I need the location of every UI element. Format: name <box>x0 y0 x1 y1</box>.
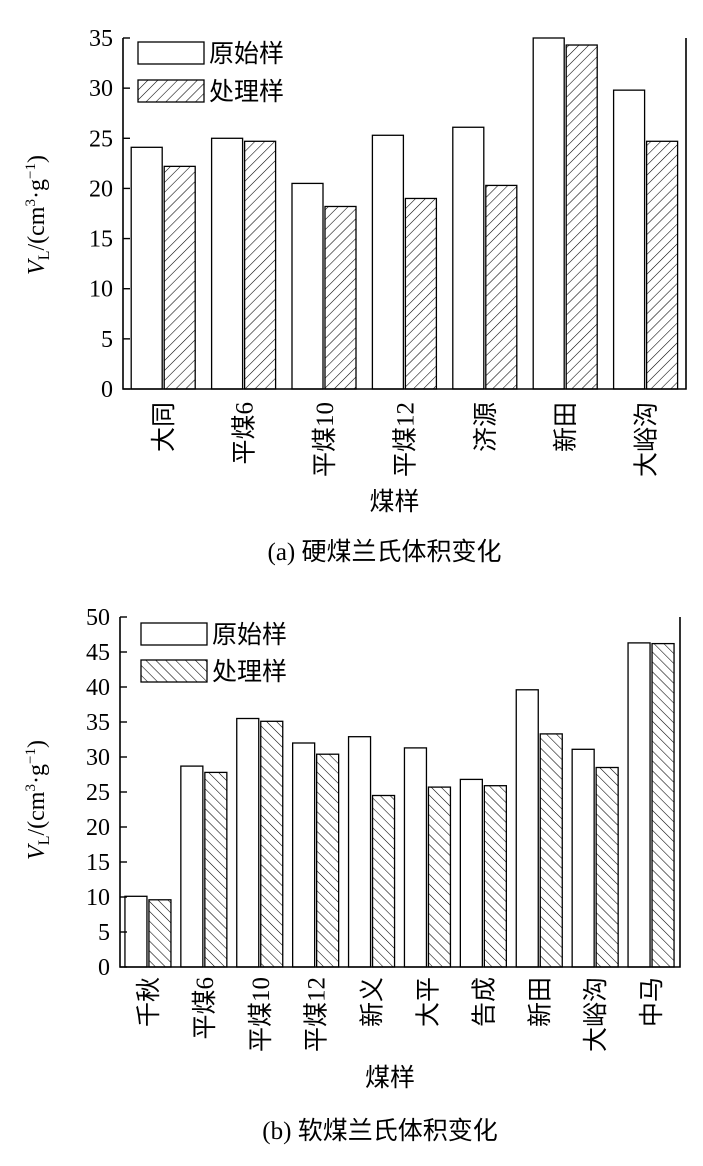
chart-b-bar-treated <box>427 786 452 968</box>
chart-a-bar-original <box>210 137 244 390</box>
chart-b-y-tick-label: 30 <box>86 745 110 771</box>
chart-a-y-axis-label: VL/(cm3·g−1) <box>23 155 53 275</box>
chart-a-y-tick-label: 30 <box>89 76 113 102</box>
chart-a-bar-original <box>452 126 485 390</box>
chart-b-x-tick-labels: 千秋 平煤6 平煤10 平煤12 新义 大平 告成 新田 大峪沟 中马 <box>135 977 666 1052</box>
chart-a-bar-treated <box>485 184 518 390</box>
chart-b-bar-original <box>403 747 428 968</box>
chart-a-bar-original <box>612 89 646 390</box>
chart-a-legend-swatch-treated <box>137 79 205 103</box>
chart-a-bar-original <box>130 146 163 390</box>
chart-b-bar-original <box>180 765 204 968</box>
chart-b-y-tick-label: 20 <box>86 815 110 841</box>
chart-b-x-tick-label: 大平 <box>414 977 442 1027</box>
chart-a-legend-label-original: 原始样 <box>209 40 284 68</box>
chart-b-y-tick-label: 40 <box>86 675 110 701</box>
chart-b-y-ticks: 0 5 10 15 20 25 30 35 40 45 50 <box>86 605 127 981</box>
chart-a-x-tick-label: 新田 <box>552 402 580 452</box>
chart-a-bar-treated <box>565 44 598 390</box>
chart-b-legend: 原始样 处理样 <box>140 621 287 686</box>
chart-a-bar-treated <box>324 205 357 390</box>
chart-b-x-tick-label: 中马 <box>638 977 666 1027</box>
chart-b-x-tick-label: 平煤10 <box>247 977 275 1052</box>
chart-b-bar-treated <box>148 899 172 968</box>
chart-a-bars <box>130 37 679 390</box>
chart-a-caption: (a) 硬煤兰氏体积变化 <box>268 538 502 566</box>
chart-a-x-tick-label: 济源 <box>472 402 500 452</box>
chart-b-bar-original <box>627 642 651 968</box>
chart-b-y-tick-label: 0 <box>98 955 110 981</box>
chart-a-x-tick-labels: 大同 平煤6 平煤10 平煤12 济源 新田 大峪沟 <box>150 402 660 477</box>
chart-a-bar-original <box>532 37 565 390</box>
chart-b-x-tick-label: 告成 <box>470 977 498 1027</box>
chart-a-bar-treated <box>163 165 196 390</box>
chart-a-bar-treated <box>404 197 438 390</box>
chart-b-bar-treated <box>315 753 340 968</box>
chart-b-x-tick-label: 新义 <box>359 977 387 1027</box>
chart-b-bar-treated <box>260 720 284 968</box>
chart-b-bar-treated <box>371 794 396 968</box>
chart-b-x-tick-label: 新田 <box>526 977 554 1027</box>
chart-b-bar-treated <box>651 642 675 968</box>
chart-b-y-tick-label: 35 <box>86 710 110 736</box>
chart-b-y-axis-label: VL/(cm3·g−1) <box>23 740 53 860</box>
chart-b-bar-original <box>571 748 595 968</box>
chart-b-bars <box>124 642 675 968</box>
chart-b-legend-label-treated: 处理样 <box>212 658 287 686</box>
chart-b-x-tick-label: 平煤12 <box>303 977 331 1052</box>
chart-b-x-tick-label: 大峪沟 <box>582 977 610 1052</box>
chart-b-x-axis-label: 煤样 <box>365 1064 415 1092</box>
chart-a-y-tick-label: 0 <box>101 377 113 403</box>
chart-a-y-ticks: 0 5 10 15 20 25 30 35 <box>89 26 130 403</box>
chart-b-axes <box>119 617 681 968</box>
chart-b-caption: (b) 软煤兰氏体积变化 <box>262 1117 497 1145</box>
chart-b-bar-treated <box>595 766 619 968</box>
chart-b-legend-swatch-original <box>140 622 208 646</box>
chart-b-x-tick-label: 平煤6 <box>191 977 219 1040</box>
chart-b-x-tick-label: 千秋 <box>135 977 163 1027</box>
chart-b-bar-original <box>347 736 372 968</box>
chart-a-legend: 原始样 处理样 <box>137 40 284 106</box>
chart-a-y-tick-label: 25 <box>89 126 113 152</box>
chart-a-y-tick-label: 10 <box>89 277 113 303</box>
chart-b-bar-original <box>459 778 484 968</box>
chart-b-bar-treated <box>539 733 563 968</box>
chart-b-y-tick-label: 50 <box>86 605 110 631</box>
chart-a-x-tick-label: 平煤12 <box>391 402 419 477</box>
chart-b-bar-original <box>124 895 148 968</box>
chart-a-x-tick-label: 大峪沟 <box>633 402 661 477</box>
chart-a-axes <box>122 38 687 390</box>
chart-b-bar-original <box>236 717 260 968</box>
chart-a-bar-original <box>291 182 324 390</box>
chart-a-x-tick-label: 大同 <box>150 402 178 452</box>
chart-a-bar-treated <box>243 140 277 390</box>
chart-b-y-tick-label: 5 <box>98 920 110 946</box>
chart-b-legend-swatch-treated <box>140 659 208 683</box>
chart-a-legend-swatch-original <box>137 41 205 65</box>
chart-b-bar-treated <box>483 785 508 968</box>
chart-a-bar-original <box>371 134 405 390</box>
chart-a: 0 5 10 15 20 25 30 35 大同 平煤6 平煤10 平煤12 济源 新田 大峪沟 原始样 … <box>23 26 687 566</box>
chart-a-y-tick-label: 20 <box>89 176 113 202</box>
chart-b-bar-original <box>291 742 316 968</box>
chart-b-y-tick-label: 15 <box>86 850 110 876</box>
chart-a-x-tick-label: 平煤10 <box>311 402 339 477</box>
chart-a-x-axis-label: 煤样 <box>369 488 419 516</box>
chart-a-y-tick-label: 15 <box>89 227 113 253</box>
chart-b-bar-original <box>515 689 539 968</box>
chart-a-legend-label-treated: 处理样 <box>209 78 284 106</box>
chart-b-bar-treated <box>204 771 228 968</box>
chart-b: 0 5 10 15 20 25 30 35 40 45 50 千秋 平煤6 平煤10 平煤12 新义 大平 告成… <box>23 605 681 1145</box>
chart-b-y-tick-label: 10 <box>86 885 110 911</box>
chart-a-y-tick-label: 35 <box>89 26 113 52</box>
chart-b-y-tick-label: 45 <box>86 640 110 666</box>
chart-a-y-tick-label: 5 <box>101 327 113 353</box>
chart-b-legend-label-original: 原始样 <box>212 621 287 649</box>
chart-b-y-tick-label: 25 <box>86 780 110 806</box>
chart-a-x-tick-label: 平煤6 <box>231 402 259 465</box>
chart-a-bar-treated <box>645 140 679 390</box>
